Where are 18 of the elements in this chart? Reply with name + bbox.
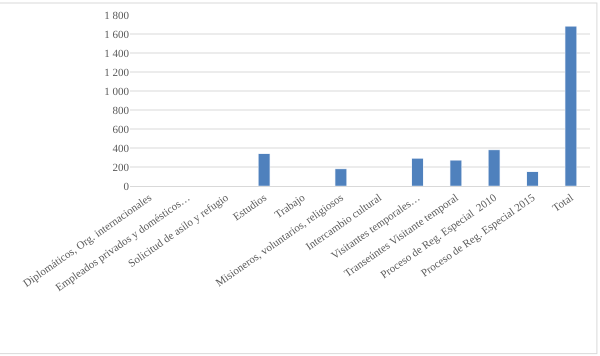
y-tick-label: 400 — [112, 142, 130, 155]
x-tick-label: Total — [550, 192, 576, 215]
y-tick-label: 200 — [112, 162, 130, 174]
bar — [526, 172, 538, 186]
bar — [412, 158, 424, 186]
y-tick-label: 600 — [112, 124, 130, 136]
y-tick-label: 0 — [124, 180, 130, 193]
bar — [258, 153, 270, 186]
bar — [488, 150, 500, 186]
y-tick-label: 1 600 — [104, 28, 130, 41]
bar — [450, 160, 462, 186]
bar — [334, 168, 347, 186]
y-tick-label: 1 200 — [104, 66, 130, 79]
bar — [564, 26, 577, 186]
y-tick-label: 1 400 — [104, 48, 130, 60]
y-tick-label: 1 800 — [104, 10, 130, 22]
y-tick-label: 1 000 — [104, 86, 130, 98]
y-tick-label: 800 — [112, 104, 130, 117]
